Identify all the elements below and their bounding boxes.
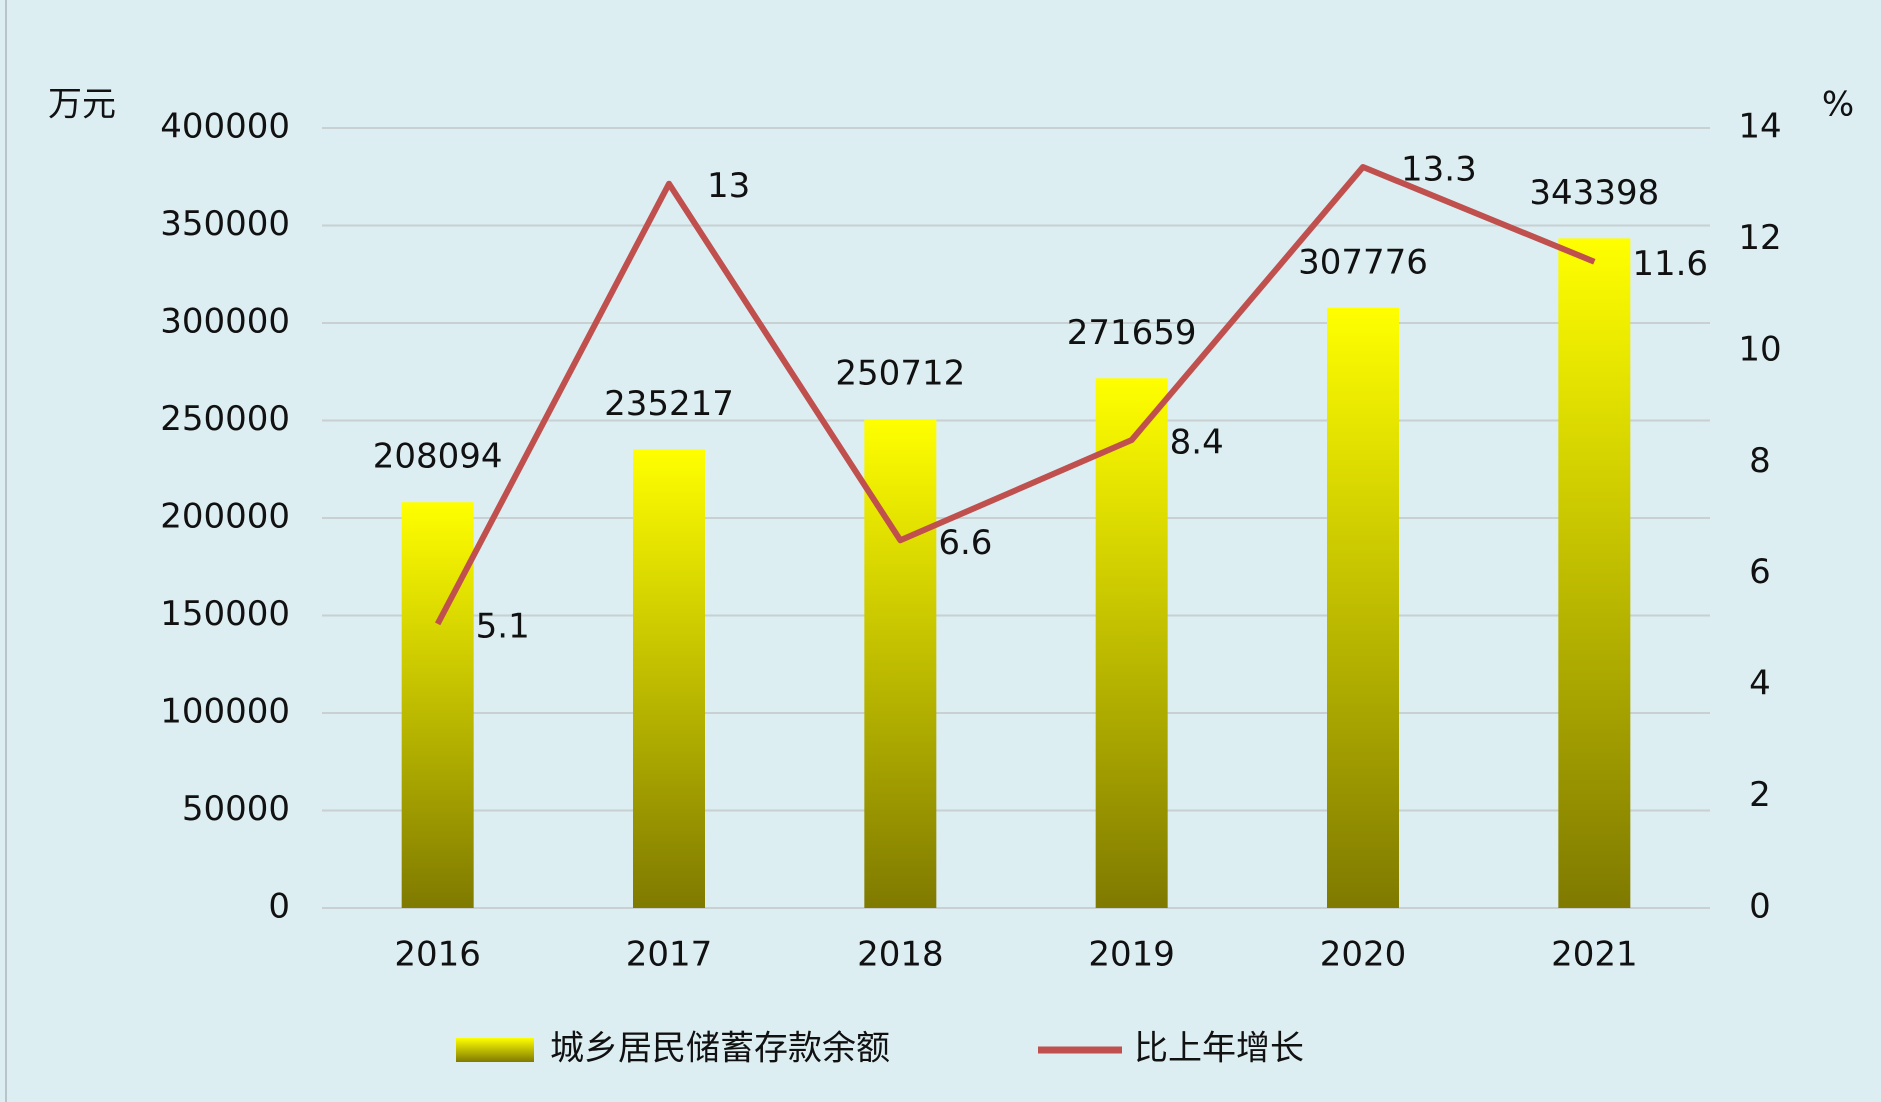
- y2-tick-label: 4: [1749, 664, 1771, 704]
- x-tick-label: 2020: [1320, 935, 1407, 975]
- x-tick-label: 2021: [1551, 935, 1638, 975]
- y-unit: 万元: [48, 85, 116, 125]
- bar-value-label: 307776: [1298, 242, 1428, 282]
- y-tick-label: 50000: [182, 789, 290, 829]
- x-tick-label: 2019: [1088, 935, 1175, 975]
- y2-tick-label: 12: [1738, 218, 1781, 258]
- bar-value-label: 250712: [835, 354, 965, 394]
- y2-tick-label: 8: [1749, 441, 1771, 481]
- line-value-label: 11.6: [1632, 244, 1708, 284]
- line-value-label: 5.1: [476, 606, 530, 646]
- legend-label: 城乡居民储蓄存款余额: [550, 1029, 890, 1069]
- y-tick-label: 300000: [160, 302, 290, 342]
- legend-label: 比上年增长: [1134, 1029, 1304, 1069]
- bar: [1558, 238, 1631, 908]
- bar: [633, 449, 705, 908]
- x-tick-label: 2017: [626, 935, 713, 975]
- legend-swatch: [456, 1038, 534, 1062]
- y2-unit: %: [1822, 85, 1854, 125]
- line-value-label: 6.6: [938, 523, 992, 563]
- bar-value-label: 271659: [1067, 313, 1197, 353]
- y-tick-label: 250000: [160, 399, 290, 439]
- y-tick-label: 100000: [160, 692, 290, 732]
- y2-tick-label: 6: [1749, 552, 1771, 592]
- y-tick-label: 200000: [160, 497, 290, 537]
- y-tick-label: 150000: [160, 594, 290, 634]
- x-tick-label: 2018: [857, 935, 944, 975]
- y-tick-label: 0: [268, 887, 290, 927]
- y2-tick-label: 14: [1738, 107, 1781, 147]
- y2-tick-label: 2: [1749, 775, 1771, 815]
- y-tick-label: 400000: [160, 107, 290, 147]
- bar: [401, 502, 474, 908]
- line: [435, 164, 1596, 626]
- line-value-label: 8.4: [1170, 423, 1224, 463]
- line-value-label: 13.3: [1401, 150, 1477, 190]
- bar-value-label: 343398: [1529, 173, 1659, 213]
- bar-value-label: 208094: [373, 437, 503, 477]
- bar-value-label: 235217: [604, 384, 734, 424]
- x-tick-label: 2016: [394, 935, 481, 975]
- y2-tick-label: 10: [1738, 329, 1781, 369]
- line-value-label: 13: [707, 166, 750, 206]
- y2-tick-label: 0: [1749, 887, 1771, 927]
- bar: [864, 419, 937, 908]
- bar: [1327, 307, 1399, 908]
- bar: [1095, 378, 1168, 908]
- y-tick-label: 350000: [160, 204, 290, 244]
